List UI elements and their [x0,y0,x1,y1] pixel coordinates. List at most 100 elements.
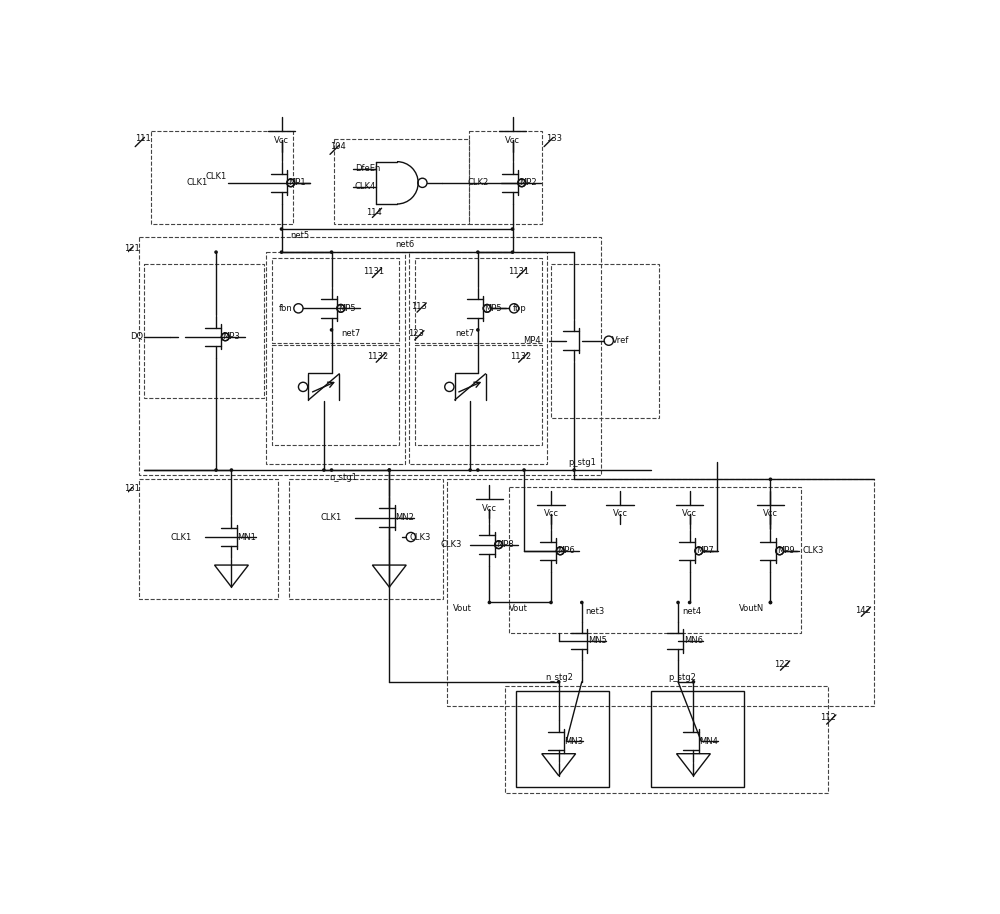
Circle shape [280,251,283,253]
Text: CLK3: CLK3 [440,540,462,549]
Text: Vcc: Vcc [682,509,697,518]
Bar [415,345,542,444]
Bar [469,132,542,224]
Text: MN1: MN1 [237,533,256,541]
Bar [139,237,601,475]
Text: net5: net5 [291,230,310,239]
Text: Vcc: Vcc [505,136,520,145]
Text: n_stg2: n_stg2 [545,674,573,683]
Bar [415,259,542,343]
Circle shape [488,601,491,603]
Text: MN3: MN3 [565,737,584,746]
Circle shape [511,251,514,253]
Bar [144,263,264,399]
Text: MP1: MP1 [288,178,306,187]
Text: DQ: DQ [130,333,143,341]
Text: net6: net6 [395,240,414,249]
Bar [516,691,609,787]
Text: 112: 112 [820,714,836,722]
Circle shape [330,329,333,331]
Text: 121: 121 [124,244,139,253]
Circle shape [573,469,575,471]
Text: Vcc: Vcc [482,504,497,513]
Text: Vref: Vref [612,336,629,345]
Text: MP5: MP5 [484,303,502,313]
Circle shape [550,601,552,603]
Circle shape [230,469,233,471]
Text: MP4: MP4 [523,336,541,345]
Text: MP5: MP5 [338,303,356,313]
Text: 1132: 1132 [367,352,388,361]
Text: CLK1: CLK1 [171,533,192,541]
Text: fbp: fbp [513,303,527,313]
Text: CLK1: CLK1 [186,178,207,187]
Circle shape [323,469,325,471]
Circle shape [677,601,679,603]
Text: Vout: Vout [509,604,528,613]
Text: 122: 122 [774,660,790,668]
Text: 113: 113 [411,302,426,311]
Text: DfeEn: DfeEn [355,165,380,174]
Text: CLK1: CLK1 [321,514,342,522]
Circle shape [769,478,772,481]
Bar [139,479,278,599]
Circle shape [692,681,695,683]
Circle shape [330,469,333,471]
Circle shape [477,251,479,253]
Text: 133: 133 [546,134,562,143]
Circle shape [388,469,390,471]
Circle shape [523,469,525,471]
Bar [447,479,874,707]
Text: CLK4: CLK4 [355,182,376,191]
Circle shape [477,329,479,331]
Circle shape [769,601,772,603]
Text: MP6: MP6 [558,547,575,556]
Circle shape [511,228,514,230]
Circle shape [215,251,217,253]
Text: MN5: MN5 [588,636,607,645]
Circle shape [280,228,283,230]
Text: 104: 104 [330,143,346,151]
Text: MN6: MN6 [684,636,703,645]
Text: 1131: 1131 [363,267,384,276]
Text: net7: net7 [341,329,360,338]
Text: CLK2: CLK2 [467,178,488,187]
Text: MP3: MP3 [223,333,240,341]
Text: 1131: 1131 [508,267,529,276]
Text: VoutN: VoutN [739,604,764,613]
Bar [505,686,828,793]
Circle shape [388,469,390,471]
Text: p_stg1: p_stg1 [568,458,596,467]
Circle shape [581,601,583,603]
Circle shape [215,469,217,471]
Bar [272,345,399,444]
Text: MP9: MP9 [777,547,795,556]
Text: 142: 142 [855,606,871,615]
Text: CLK1: CLK1 [205,172,227,181]
Text: fbn: fbn [278,303,292,313]
Circle shape [558,681,560,683]
Text: MP8: MP8 [496,540,514,549]
Text: MN4: MN4 [699,737,718,746]
Text: CLK3: CLK3 [802,547,823,556]
Text: 131: 131 [124,484,140,493]
Text: MP2: MP2 [519,178,537,187]
Text: Vcc: Vcc [763,509,778,518]
Text: 123: 123 [408,329,424,338]
Bar [409,252,547,464]
Bar [151,132,293,224]
Bar [509,487,801,633]
Bar [651,691,744,787]
Text: net7: net7 [455,329,474,338]
Bar [272,259,399,343]
Text: net3: net3 [586,607,605,616]
Text: n_stg1: n_stg1 [329,473,357,483]
Text: Vout: Vout [453,604,472,613]
Bar [266,252,405,464]
Text: 1132: 1132 [510,352,531,361]
Text: 114: 114 [366,207,382,217]
Bar [289,479,443,599]
Text: Vcc: Vcc [613,509,628,518]
Text: MN2: MN2 [395,514,414,522]
Circle shape [477,469,479,471]
